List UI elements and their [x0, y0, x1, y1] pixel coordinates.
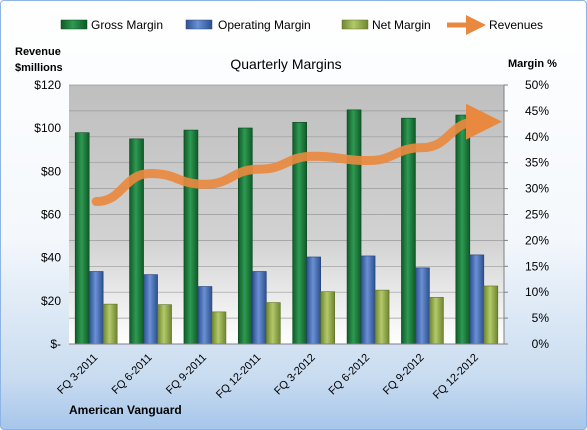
right-tick-label: 35% — [525, 156, 549, 170]
operating-margin-bar — [197, 286, 213, 345]
operating-margin-bar — [469, 254, 485, 345]
operating-margin-bar — [88, 271, 104, 345]
left-tick-label: $80 — [41, 164, 61, 178]
category-labels: FQ 3-2011 FQ 6-2011 FQ 9-2011 FQ 12-2011 FQ … — [55, 352, 481, 402]
operating-margin-bar — [143, 274, 158, 345]
left-tick-label: $20 — [41, 294, 61, 308]
operating-margin-bar — [252, 271, 267, 345]
net-margin-bar — [102, 303, 118, 345]
category-label: FQ 9-2012 — [381, 352, 427, 398]
gross-margin-bar — [74, 132, 90, 345]
net-margin-bar — [211, 311, 227, 345]
right-tick-label: 30% — [525, 182, 549, 196]
chart-legend: Gross Margin Operating Margin Net Margin… — [60, 15, 543, 35]
revenue-line-layer — [91, 103, 503, 207]
right-tick-label: 50% — [525, 78, 549, 92]
net-margin-bar — [157, 304, 172, 345]
right-tick-label: 15% — [525, 259, 549, 273]
operating-margin-bar — [415, 267, 430, 345]
right-tick-label: 25% — [525, 208, 549, 222]
left-tick-label: $40 — [41, 251, 61, 265]
right-tick-label: 40% — [525, 130, 549, 144]
right-axis-title: Margin % — [508, 58, 557, 70]
legend-item-net-margin: Net Margin — [341, 18, 431, 32]
legend-item-revenues: Revenues — [447, 15, 543, 35]
category-label: FQ 6-2012 — [327, 352, 373, 398]
left-axis-ticks: $- $20 $40 $60 $80 $100 $120 — [34, 78, 61, 351]
legend-label: Gross Margin — [91, 18, 163, 32]
left-axis-title-line1: Revenue — [15, 46, 61, 58]
legend-label: Revenues — [489, 18, 543, 32]
net-margin-bar — [320, 291, 335, 345]
net-margin-bar — [429, 297, 444, 345]
bar-series — [74, 109, 499, 345]
right-tick-label: 10% — [525, 285, 549, 299]
operating-margin-bar — [360, 255, 376, 345]
category-label: FQ 3-2011 — [55, 352, 100, 397]
left-tick-label: $- — [50, 337, 61, 351]
category-label: FQ 3-2012 — [272, 352, 318, 398]
gross-margin-bar — [238, 127, 253, 345]
legend-item-operating-margin: Operating Margin — [185, 18, 311, 32]
category-label: FQ 6-2011 — [110, 352, 155, 397]
right-tick-label: 5% — [532, 311, 550, 325]
gross-margin-bar — [129, 138, 144, 345]
operating-margin-bar — [306, 256, 321, 345]
legend-item-gross-margin: Gross Margin — [60, 18, 163, 32]
net-margin-bar — [266, 302, 281, 345]
legend-swatch — [60, 19, 88, 30]
right-tick-label: 0% — [532, 337, 550, 351]
net-margin-bar — [374, 289, 390, 345]
chart-title: Quarterly Margins — [230, 56, 341, 72]
right-tick-label: 20% — [525, 233, 549, 247]
legend-swatch — [341, 19, 369, 30]
gross-margin-bar — [183, 129, 199, 345]
left-tick-label: $60 — [41, 208, 61, 222]
gross-margin-bar — [346, 109, 362, 345]
legend-label: Net Margin — [372, 18, 431, 32]
category-label: FQ 12-2011 — [214, 352, 263, 401]
net-margin-bar — [483, 285, 499, 345]
left-axis-title-line2: $millions — [15, 62, 63, 74]
category-label: FQ 9-2011 — [164, 352, 209, 397]
right-tick-label: 45% — [525, 104, 549, 118]
right-axis-ticks: 0% 5% 10% 15% 20% 25% 30% 35% 40% 45% 50% — [504, 78, 549, 351]
category-label: FQ 12-2012 — [431, 352, 481, 402]
left-tick-label: $100 — [34, 121, 61, 135]
gross-margin-bar — [455, 114, 471, 345]
left-tick-label: $120 — [34, 78, 61, 92]
legend-label: Operating Margin — [218, 18, 311, 32]
legend-swatch — [185, 19, 213, 30]
company-label: American Vanguard — [69, 403, 182, 417]
